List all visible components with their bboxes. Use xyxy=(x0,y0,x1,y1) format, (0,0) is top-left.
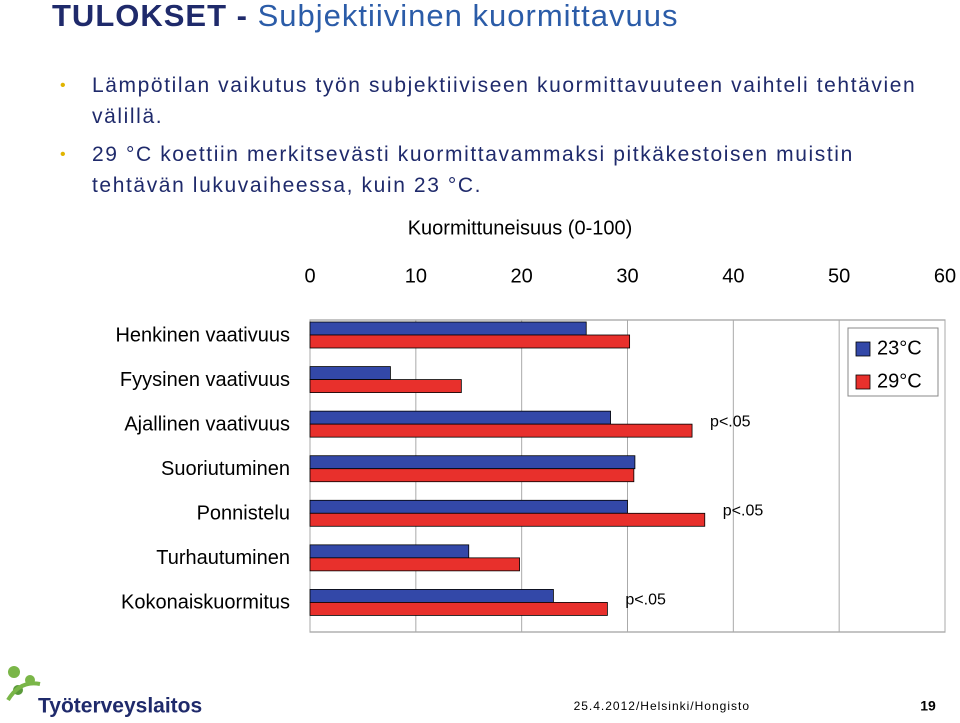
annotation: p<.05 xyxy=(625,592,666,609)
annotation: p<.05 xyxy=(723,503,764,520)
slide-title: TULOKSET - Subjektiivinen kuormittavuus xyxy=(52,0,678,34)
bar xyxy=(309,423,693,438)
bar xyxy=(309,321,587,336)
y-tick-label: Kokonaiskuormitus xyxy=(121,592,290,614)
bar xyxy=(309,379,462,393)
chart-title: Kuormittuneisuus (0-100) xyxy=(408,217,633,239)
bullet: • Lämpötilan vaikutus työn subjektiivisee… xyxy=(60,74,917,128)
bar xyxy=(309,334,631,349)
legend-swatch xyxy=(855,374,871,390)
bar xyxy=(309,366,391,380)
legend-swatch xyxy=(855,341,871,357)
bar xyxy=(309,455,636,470)
y-tick-label: Ponnistelu xyxy=(197,503,290,525)
y-tick-label: Henkinen vaativuus xyxy=(115,324,290,346)
bar xyxy=(309,589,554,603)
title-lead: TULOKSET - xyxy=(52,0,248,33)
legend-label: 29°C xyxy=(877,370,922,392)
y-tick-label: Fyysinen vaativuus xyxy=(120,369,290,391)
footer-info: 25.4.2012/Helsinki/Hongisto xyxy=(574,699,750,713)
bar xyxy=(309,410,611,425)
y-tick-label: Turhautuminen xyxy=(156,547,290,569)
bar xyxy=(309,468,635,483)
bar xyxy=(309,544,470,559)
x-tick-label: 30 xyxy=(616,265,638,287)
org-name: Työterveyslaitos xyxy=(38,695,202,718)
bar xyxy=(309,499,628,514)
x-tick-label: 50 xyxy=(828,265,850,287)
annotation: p<.05 xyxy=(710,413,751,430)
x-tick-label: 20 xyxy=(511,265,533,287)
bar xyxy=(309,602,608,616)
page-number: 19 xyxy=(920,698,936,714)
bullet-text: Lämpötilan vaikutus työn subjektiiviseen… xyxy=(92,74,917,128)
x-tick-label: 0 xyxy=(304,265,315,287)
y-tick-label: Ajallinen vaativuus xyxy=(124,413,290,435)
logo xyxy=(6,666,41,702)
bullet: • 29 °C koettiin merkitsevästi kuormittav… xyxy=(60,143,854,197)
bullet-text: 29 °C koettiin merkitsevästi kuormittava… xyxy=(92,143,854,197)
legend-label: 23°C xyxy=(877,337,922,359)
bar xyxy=(309,557,520,572)
x-tick-label: 10 xyxy=(405,265,427,287)
y-tick-label: Suoriutuminen xyxy=(161,458,290,480)
x-tick-label: 60 xyxy=(934,265,956,287)
x-tick-label: 40 xyxy=(722,265,744,287)
title-text: Subjektiivinen kuormittavuus xyxy=(257,0,679,33)
bar xyxy=(309,512,706,527)
